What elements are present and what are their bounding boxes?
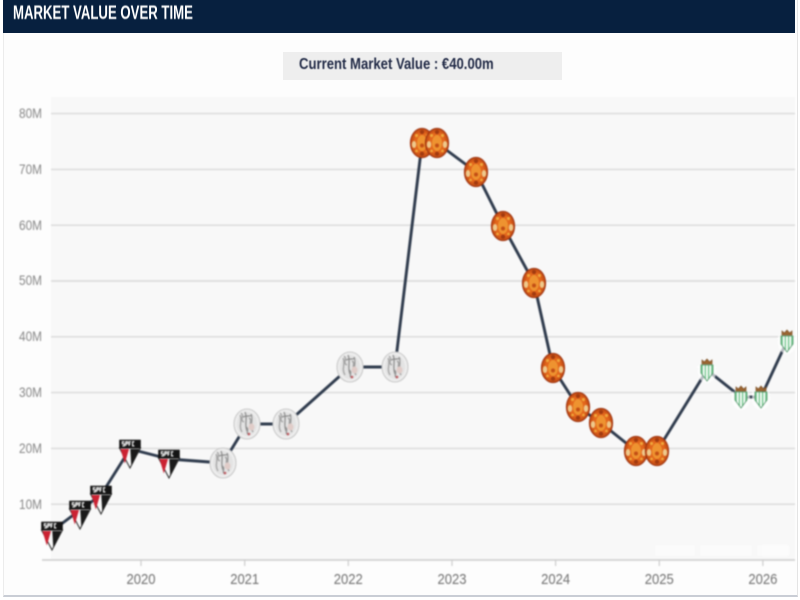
svg-text:2022: 2022 [334, 571, 363, 588]
svg-text:10M: 10M [19, 497, 42, 512]
svg-text:2020: 2020 [127, 571, 156, 588]
svg-text:80M: 80M [19, 106, 42, 121]
svg-text:50M: 50M [19, 273, 42, 288]
svg-text:30M: 30M [19, 385, 42, 400]
svg-text:2023: 2023 [438, 571, 467, 588]
svg-text:60M: 60M [19, 218, 42, 233]
svg-text:2021: 2021 [230, 571, 259, 588]
svg-text:20M: 20M [19, 441, 42, 456]
svg-text:2024: 2024 [541, 571, 570, 588]
svg-text:2025: 2025 [645, 571, 674, 588]
svg-text:70M: 70M [19, 162, 42, 177]
svg-text:40M: 40M [19, 329, 42, 344]
svg-text:2026: 2026 [748, 571, 777, 588]
